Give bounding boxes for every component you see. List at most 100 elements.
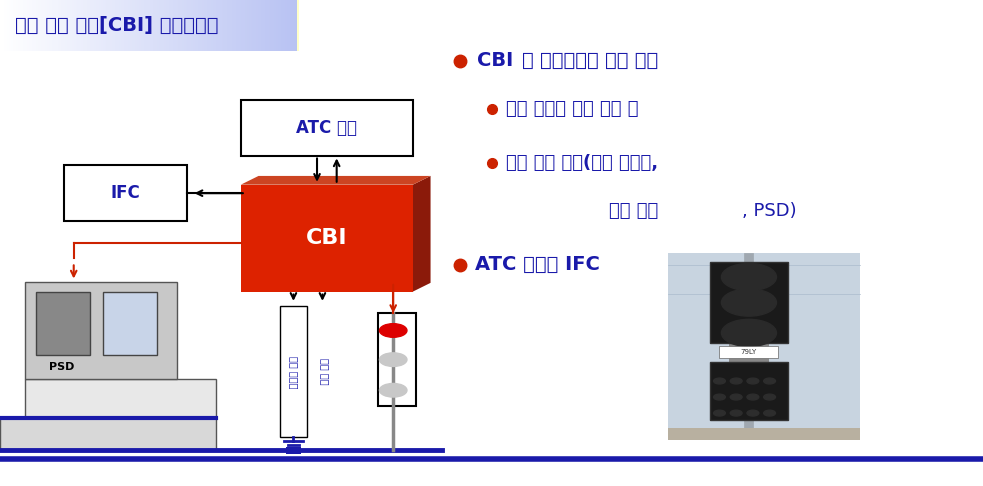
Bar bbox=[260, 0, 261, 51]
Bar bbox=[11, 0, 13, 51]
Bar bbox=[251, 0, 253, 51]
Bar bbox=[54, 0, 56, 51]
Bar bbox=[139, 0, 141, 51]
Bar bbox=[83, 0, 85, 51]
Bar bbox=[236, 0, 238, 51]
Bar bbox=[101, 0, 103, 51]
Bar bbox=[234, 0, 236, 51]
Bar bbox=[214, 0, 216, 51]
Bar bbox=[209, 0, 210, 51]
Circle shape bbox=[747, 378, 759, 384]
Bar bbox=[2, 0, 4, 51]
Bar bbox=[78, 0, 80, 51]
Circle shape bbox=[764, 378, 776, 384]
Bar bbox=[175, 0, 177, 51]
Bar bbox=[240, 0, 242, 51]
Bar bbox=[56, 0, 58, 51]
Bar bbox=[270, 0, 272, 51]
Bar bbox=[195, 0, 197, 51]
Bar bbox=[143, 0, 145, 51]
Bar bbox=[151, 0, 153, 51]
Bar bbox=[245, 0, 247, 51]
Circle shape bbox=[722, 289, 777, 316]
Bar bbox=[81, 0, 83, 51]
Bar bbox=[220, 0, 222, 51]
Bar bbox=[18, 0, 20, 51]
Bar bbox=[103, 0, 104, 51]
Bar bbox=[220, 0, 222, 51]
Bar bbox=[97, 0, 99, 51]
Bar bbox=[99, 0, 101, 51]
Circle shape bbox=[764, 394, 776, 400]
Bar bbox=[287, 0, 288, 51]
Bar bbox=[186, 0, 188, 51]
Bar bbox=[36, 0, 37, 51]
Text: 주변 장치와 인접 연동 역: 주변 장치와 인접 연동 역 bbox=[506, 100, 639, 119]
Bar bbox=[173, 0, 175, 51]
Bar bbox=[104, 0, 106, 51]
Bar bbox=[134, 0, 136, 51]
Bar bbox=[43, 0, 45, 51]
Bar bbox=[58, 0, 60, 51]
Bar bbox=[71, 0, 72, 51]
Circle shape bbox=[730, 410, 742, 416]
Bar bbox=[101, 0, 103, 51]
Bar bbox=[147, 0, 149, 51]
Bar bbox=[90, 0, 92, 51]
Circle shape bbox=[747, 410, 759, 416]
Bar bbox=[216, 0, 218, 51]
Bar bbox=[85, 0, 87, 51]
Bar bbox=[119, 0, 121, 51]
Bar bbox=[43, 0, 45, 51]
Bar bbox=[50, 0, 52, 51]
Bar bbox=[212, 0, 214, 51]
Bar bbox=[112, 0, 114, 51]
Bar bbox=[9, 0, 11, 51]
Bar bbox=[157, 0, 158, 51]
Bar bbox=[290, 0, 292, 51]
Bar bbox=[166, 0, 167, 51]
Bar bbox=[153, 0, 155, 51]
Bar bbox=[26, 0, 28, 51]
Bar bbox=[108, 0, 110, 51]
Bar bbox=[216, 0, 218, 51]
Bar bbox=[244, 0, 245, 51]
Bar bbox=[115, 0, 117, 51]
Bar bbox=[49, 0, 50, 51]
Bar bbox=[103, 292, 157, 355]
Bar bbox=[38, 0, 39, 51]
Bar bbox=[95, 0, 97, 51]
Bar bbox=[143, 0, 145, 51]
Bar bbox=[52, 0, 54, 51]
Bar bbox=[258, 0, 260, 51]
Bar bbox=[285, 447, 301, 454]
Bar bbox=[137, 0, 139, 51]
Bar bbox=[4, 0, 6, 51]
Bar bbox=[65, 0, 67, 51]
Bar bbox=[16, 0, 18, 51]
Bar bbox=[136, 0, 137, 51]
Bar bbox=[668, 428, 860, 440]
Bar bbox=[290, 0, 292, 51]
Bar bbox=[24, 0, 26, 51]
Bar bbox=[202, 0, 203, 51]
Bar bbox=[710, 362, 788, 420]
Bar bbox=[41, 0, 43, 51]
Bar bbox=[222, 0, 223, 51]
Bar bbox=[117, 0, 119, 51]
Bar bbox=[292, 0, 294, 51]
Bar bbox=[209, 0, 210, 51]
Bar bbox=[110, 0, 112, 51]
Bar bbox=[268, 0, 270, 51]
Bar bbox=[280, 306, 307, 437]
Bar bbox=[128, 0, 130, 51]
Bar bbox=[274, 0, 275, 51]
Bar bbox=[296, 0, 297, 51]
Circle shape bbox=[730, 378, 742, 384]
Bar bbox=[202, 0, 203, 51]
Bar bbox=[121, 0, 123, 51]
Bar bbox=[92, 0, 93, 51]
Bar bbox=[254, 0, 256, 51]
Bar bbox=[67, 0, 69, 51]
Bar bbox=[125, 0, 126, 51]
